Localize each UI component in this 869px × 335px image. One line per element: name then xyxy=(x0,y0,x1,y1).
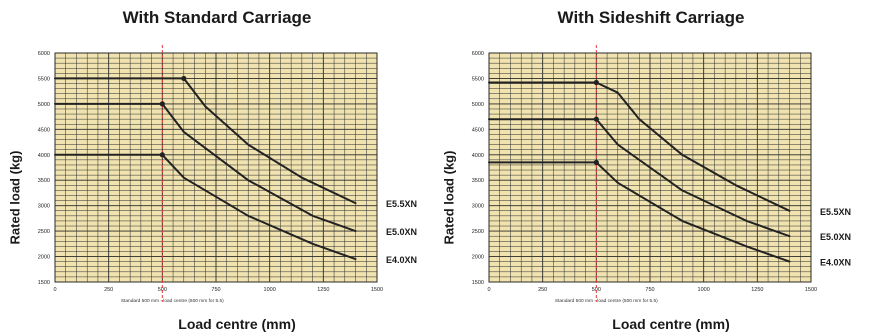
series-marker xyxy=(593,79,599,86)
x-axis-label: Load centre (mm) xyxy=(178,316,296,332)
y-tick-label: 3000 xyxy=(38,204,50,210)
x-tick-label: 1250 xyxy=(751,287,763,293)
x-tick-label: 0 xyxy=(487,287,490,293)
series-marker xyxy=(593,159,599,166)
y-tick-label: 6000 xyxy=(472,51,484,57)
y-tick-label: 1500 xyxy=(38,280,50,286)
x-tick-label: 1000 xyxy=(264,287,276,293)
series-line xyxy=(54,102,357,233)
y-tick-label: 5500 xyxy=(38,76,50,82)
series-marker xyxy=(593,116,599,122)
standard-load-centre-note: Standard 500 mm - load centre (600 mm fo… xyxy=(121,298,224,304)
series-marker xyxy=(159,101,165,107)
x-tick-label: 750 xyxy=(645,287,654,293)
y-tick-label: 3000 xyxy=(472,204,484,210)
series-label: E5.5XN xyxy=(820,207,851,217)
x-tick-label: 0 xyxy=(53,287,56,293)
x-tick-label: 1250 xyxy=(317,287,329,293)
series-marker xyxy=(159,152,165,158)
series-label: E5.5XN xyxy=(386,199,417,209)
standard-load-centre-note: Standard 500 mm - load centre (500 mm fo… xyxy=(555,298,658,304)
x-tick-label: 750 xyxy=(211,287,220,293)
y-tick-label: 5500 xyxy=(472,76,484,82)
x-tick-label: 1000 xyxy=(698,287,710,293)
y-tick-label: 4500 xyxy=(38,127,50,133)
load-chart-sideshift-carriage: With Sideshift Carriage Rated load (kg) … xyxy=(434,0,868,335)
x-tick-label: 250 xyxy=(104,287,113,293)
y-tick-label: 1500 xyxy=(472,280,484,286)
x-tick-label: 1500 xyxy=(371,287,383,293)
load-chart-standard-carriage: With Standard Carriage Rated load (kg) 1… xyxy=(0,0,434,335)
chart-title: With Sideshift Carriage xyxy=(557,8,745,27)
series-line xyxy=(54,77,357,205)
plot-area: 1500200025003000350040004500500055006000… xyxy=(38,45,417,304)
y-tick-label: 2500 xyxy=(38,229,50,235)
series-label: E5.0XN xyxy=(820,232,851,242)
y-tick-label: 3500 xyxy=(38,178,50,184)
y-tick-label: 2500 xyxy=(472,229,484,235)
y-tick-label: 3500 xyxy=(472,178,484,184)
y-tick-label: 6000 xyxy=(38,51,50,57)
series-marker xyxy=(181,75,187,82)
series-line xyxy=(54,153,357,261)
x-tick-label: 250 xyxy=(538,287,547,293)
y-tick-label: 4000 xyxy=(472,153,484,159)
series-line xyxy=(488,161,791,263)
plot-area: 1500200025003000350040004500500055006000… xyxy=(472,45,851,304)
series-label: E4.0XN xyxy=(386,255,417,265)
x-tick-label: 1500 xyxy=(805,287,817,293)
series-label: E5.0XN xyxy=(386,227,417,237)
y-tick-label: 2000 xyxy=(38,255,50,261)
y-tick-label: 4500 xyxy=(472,127,484,133)
y-tick-label: 5000 xyxy=(38,102,50,108)
series-line xyxy=(488,118,791,238)
y-tick-label: 5000 xyxy=(472,102,484,108)
y-tick-label: 4000 xyxy=(38,153,50,159)
chart-title: With Standard Carriage xyxy=(122,8,312,27)
series-label: E4.0XN xyxy=(820,258,851,268)
y-tick-label: 2000 xyxy=(472,255,484,261)
x-axis-label: Load centre (mm) xyxy=(612,316,730,332)
